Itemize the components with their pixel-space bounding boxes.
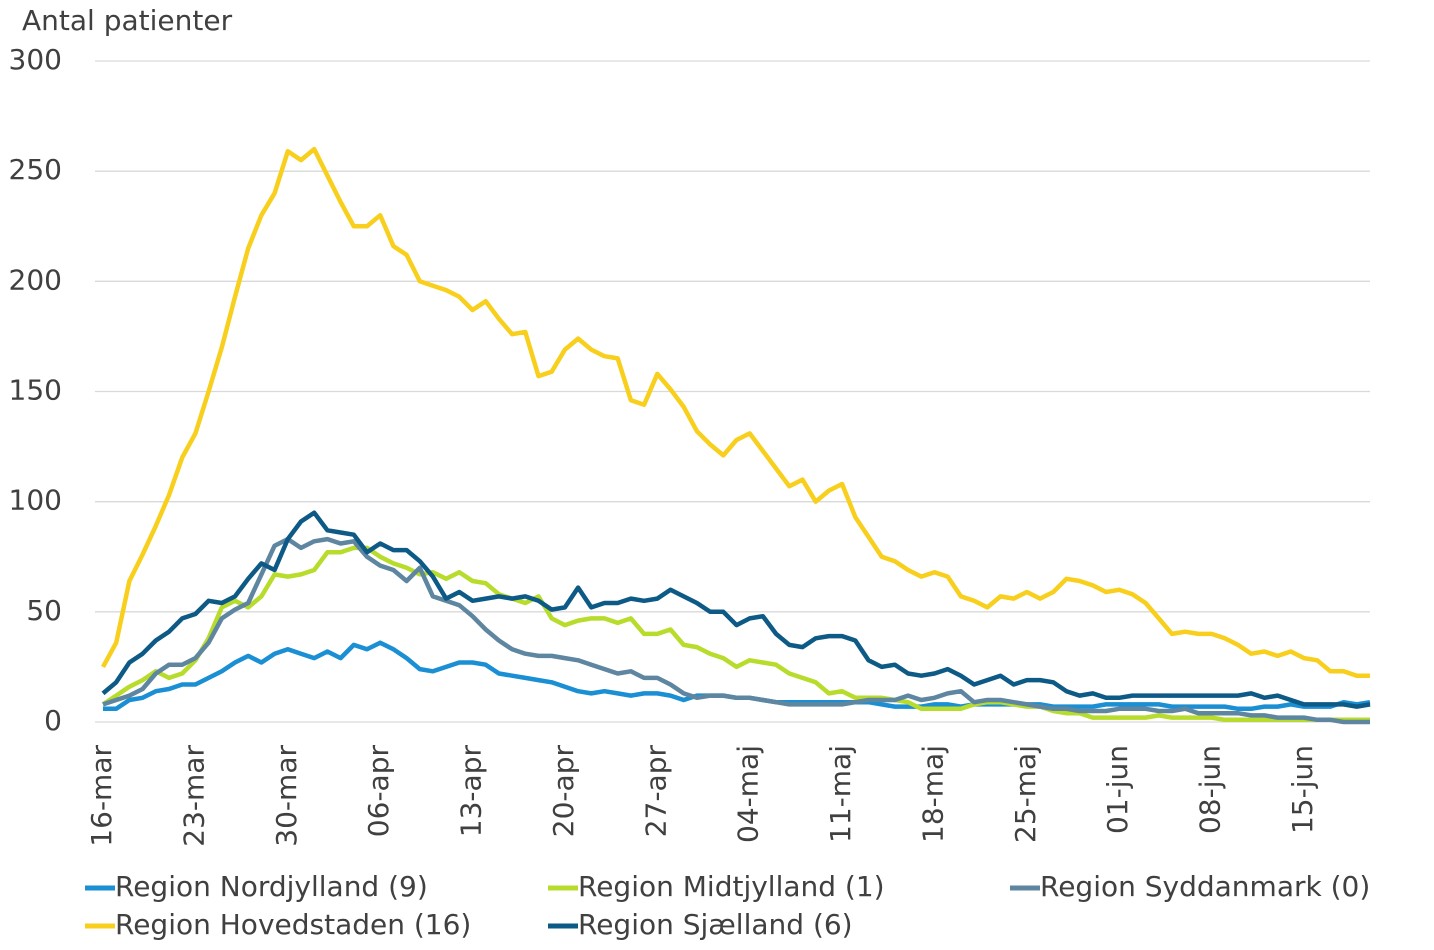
y-tick-label: 0 [44,704,62,737]
x-tick-label: 30-mar [270,745,303,847]
x-tick-label: 04-maj [732,745,765,843]
x-tick-label: 23-mar [177,745,210,847]
x-tick-label: 08-jun [1194,745,1227,834]
y-axis-label: Antal patienter [22,4,233,37]
x-tick-label: 25-maj [1009,745,1042,843]
x-tick-label: 18-maj [916,745,949,843]
legend-label: Region Sjælland (6) [578,908,853,941]
y-tick-label: 100 [9,484,62,517]
series-line [102,536,1370,725]
y-tick-label: 200 [9,263,62,296]
x-tick-label: 01-jun [1101,745,1134,834]
x-tick-label: 16-mar [85,745,118,847]
legend-label: Region Syddanmark (0) [1040,870,1370,903]
y-tick-label: 50 [26,594,62,627]
x-tick-label: 15-jun [1286,745,1319,834]
x-tick-label: 11-maj [824,745,857,843]
y-tick-label: 300 [9,43,62,76]
legend-label: Region Midtjylland (1) [578,870,885,903]
x-tick-label: 06-apr [362,745,395,838]
legend-label: Region Hovedstaden (16) [115,908,471,941]
series-line [101,545,1370,723]
x-tick-label: 20-apr [547,745,580,838]
legend-label: Region Nordjylland (9) [115,870,428,903]
x-tick-label: 27-apr [639,745,672,838]
series-line [101,146,1370,678]
series-line [101,510,1371,709]
x-tick-label: 13-apr [455,745,488,838]
y-tick-label: 250 [9,153,62,186]
y-tick-label: 150 [9,374,62,407]
